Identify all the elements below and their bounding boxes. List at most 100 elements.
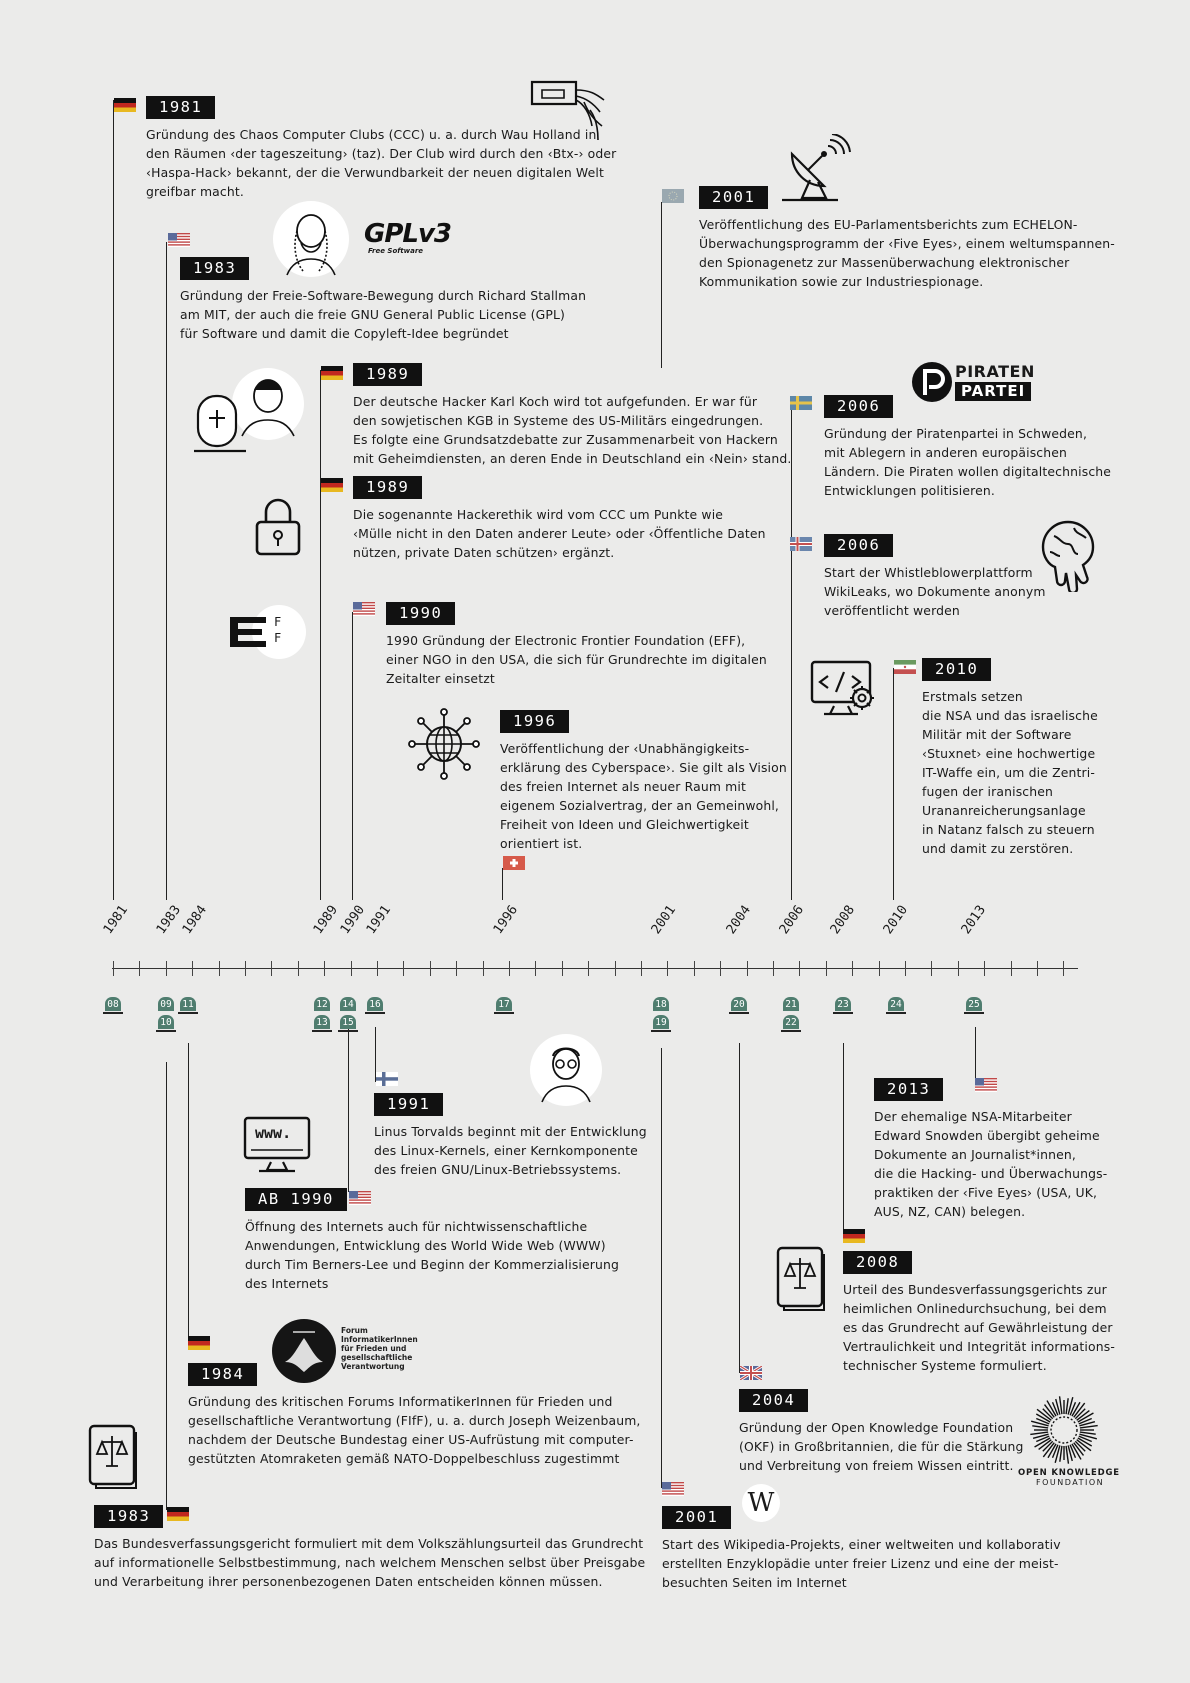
axis-tick: [113, 961, 114, 976]
axis-tick: [456, 961, 457, 976]
marker-12: 12: [312, 997, 332, 1013]
flag-iran: [894, 660, 916, 674]
marker-20: 20: [729, 997, 749, 1014]
axis-year-2001: 2001: [648, 902, 679, 937]
year-label: 1989: [353, 476, 423, 499]
connector-1983b: [166, 1062, 167, 1510]
year-label: 1983: [94, 1505, 164, 1528]
event-text: Gründung des Chaos Computer Clubs (CCC) …: [146, 127, 617, 199]
year-label: 1984: [188, 1363, 258, 1386]
axis-tick: [1011, 961, 1012, 976]
axis-year-2008: 2008: [827, 902, 858, 937]
marker-08: 08: [103, 997, 123, 1014]
satellite-dish-icon: [782, 134, 851, 202]
year-label: 2006: [824, 534, 894, 557]
axis-tick: [667, 961, 668, 976]
flag-usa: [975, 1078, 997, 1092]
connector-1989: [320, 370, 321, 900]
axis-year-1981: 1981: [100, 902, 131, 937]
timeline-axis: [112, 968, 1078, 970]
axis-year-1989: 1989: [310, 902, 341, 937]
axis-tick: [799, 961, 800, 976]
year-label: 2001: [699, 186, 769, 209]
eff-logo: F F: [228, 605, 306, 659]
year-label: 1991: [374, 1093, 444, 1116]
stallman-portrait-icon: [273, 201, 349, 277]
event-text: Erstmals setzen die NSA und das israelis…: [922, 689, 1098, 856]
axis-tick: [324, 961, 325, 976]
event-1983-free-software: 1983 Gründung der Freie-Software-Bewegun…: [180, 257, 586, 343]
event-2006-piratenpartei: 2006 Gründung der Piratenpartei in Schwe…: [824, 395, 1111, 500]
marker-24: 24: [886, 997, 906, 1014]
linus-portrait-icon: [530, 1034, 602, 1106]
marker-21: 21: [781, 997, 801, 1013]
marker-22: 22: [781, 1015, 801, 1032]
axis-tick: [271, 961, 272, 976]
axis-tick: [984, 961, 985, 976]
event-text: Veröffentlichung der ‹Unabhängigkeits- e…: [500, 741, 787, 851]
event-text: Start des Wikipedia-Projekts, einer welt…: [662, 1537, 1061, 1590]
marker-13: 13: [312, 1015, 332, 1032]
law-book-icon: [88, 1424, 137, 1489]
connector-1996: [502, 868, 503, 900]
marker-19: 19: [651, 1015, 671, 1032]
event-1984-fiff: 1984 Gründung des kritischen Forums Info…: [188, 1363, 641, 1468]
axis-year-2006: 2006: [776, 902, 807, 937]
marker-17: 17: [494, 997, 514, 1014]
connector-2010: [893, 668, 894, 900]
connector-1981: [113, 100, 114, 900]
event-text: Gründung der Open Knowledge Foundation (…: [739, 1420, 1024, 1473]
axis-tick: [773, 961, 774, 976]
marker-09: 09: [156, 997, 176, 1013]
event-text: 1990 Gründung der Electronic Frontier Fo…: [386, 633, 767, 686]
event-text: Die sogenannte Hackerethik wird vom CCC …: [353, 507, 766, 560]
event-text: Der deutsche Hacker Karl Koch wird tot a…: [353, 394, 792, 466]
axis-tick: [377, 961, 378, 976]
axis-tick: [219, 961, 220, 976]
flag-usa: [353, 602, 375, 616]
melting-globe-icon: [1041, 520, 1095, 592]
open-knowledge-foundation-logo: OPEN KNOWLEDGE FOUNDATION: [1014, 1394, 1119, 1490]
year-label: 2013: [874, 1078, 944, 1101]
connector-2006: [791, 400, 792, 900]
axis-tick: [403, 961, 404, 976]
year-label: 1989: [353, 363, 423, 386]
connector-2001a: [661, 202, 662, 368]
axis-year-1991: 1991: [363, 902, 394, 937]
lock-icon: [255, 498, 301, 556]
gravestone-portrait-icon: [194, 368, 304, 453]
year-label: 2010: [922, 658, 992, 681]
event-1989-karl-koch: 1989 Der deutsche Hacker Karl Koch wird …: [353, 363, 791, 468]
axis-year-1983: 1983: [153, 902, 184, 937]
flag-germany: [321, 478, 343, 492]
gpl-logo: GPLv3 Free Software: [364, 219, 452, 255]
wikipedia-logo: W: [742, 1484, 780, 1522]
event-1990-eff: 1990 1990 Gründung der Electronic Fronti…: [386, 602, 767, 688]
event-text: Gründung der Freie-Software-Bewegung dur…: [180, 288, 587, 341]
marker-25: 25: [964, 997, 984, 1014]
year-label: 2006: [824, 395, 894, 418]
event-text: Start der Whistleblowerplattform WikiLea…: [824, 565, 1046, 618]
axis-tick: [852, 961, 853, 976]
axis-tick: [641, 961, 642, 976]
axis-tick: [694, 961, 695, 976]
axis-tick: [298, 961, 299, 976]
event-1996-cyberspace: 1996 Veröffentlichung der ‹Unabhängigkei…: [500, 710, 787, 853]
event-text: Gründung des kritischen Forums Informati…: [188, 1394, 641, 1466]
connector-1991: [375, 1027, 376, 1082]
event-1989-hackerethik: 1989 Die sogenannte Hackerethik wird vom…: [353, 476, 766, 562]
event-text: Öffnung des Internets auch für nichtwiss…: [245, 1219, 620, 1291]
axis-tick: [562, 961, 563, 976]
event-1991-linux: 1991 Linus Torvalds beginnt mit der Entw…: [374, 1093, 647, 1179]
www-monitor-icon: www.: [243, 1116, 313, 1174]
flag-usa: [662, 1482, 684, 1496]
year-label: 1981: [146, 96, 216, 119]
flag-switzerland: [503, 856, 525, 870]
axis-tick: [958, 961, 959, 976]
axis-tick: [879, 961, 880, 976]
axis-tick: [826, 961, 827, 976]
marker-16: 16: [365, 997, 385, 1014]
flag-germany: [843, 1229, 865, 1243]
flag-germany: [321, 366, 343, 380]
event-text: Veröffentlichung des EU-Parlamentsberich…: [699, 217, 1115, 289]
